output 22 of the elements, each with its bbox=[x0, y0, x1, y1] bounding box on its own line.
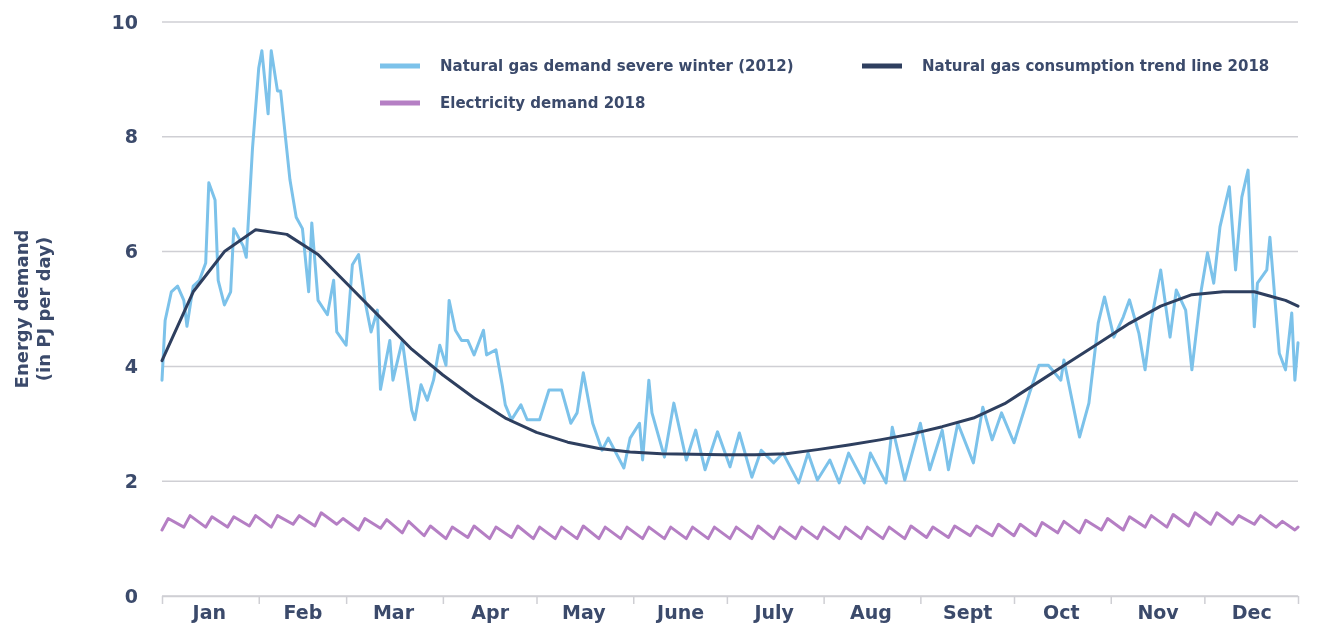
y-tick-label: 2 bbox=[124, 469, 138, 492]
x-tick-label: May bbox=[562, 600, 607, 623]
legend-label: Electricity demand 2018 bbox=[440, 94, 646, 113]
y-tick-label: 0 bbox=[124, 584, 138, 607]
x-tick-label: Mar bbox=[372, 600, 415, 623]
y-axis-title: Energy demand (in PJ per day) bbox=[11, 229, 54, 389]
y-tick-label: 4 bbox=[124, 354, 138, 377]
y-tick-label: 8 bbox=[124, 125, 138, 148]
x-tick-label: Sept bbox=[943, 600, 993, 623]
y-tick-label: 6 bbox=[124, 240, 138, 263]
x-tick-label: Oct bbox=[1043, 600, 1080, 623]
x-tick-label: Feb bbox=[283, 600, 323, 623]
x-tick-label: Aug bbox=[850, 600, 892, 623]
y-tick-label: 10 bbox=[111, 10, 138, 33]
x-tick-label: Nov bbox=[1137, 600, 1180, 623]
x-tick-label: June bbox=[655, 600, 705, 623]
legend-label: Natural gas consumption trend line 2018 bbox=[922, 57, 1270, 76]
x-tick-label: Apr bbox=[471, 600, 510, 623]
x-tick-label: Dec bbox=[1231, 600, 1272, 623]
x-tick-label: July bbox=[752, 600, 795, 623]
legend-label: Natural gas demand severe winter (2012) bbox=[440, 57, 794, 76]
x-tick-label: Jan bbox=[190, 600, 227, 623]
